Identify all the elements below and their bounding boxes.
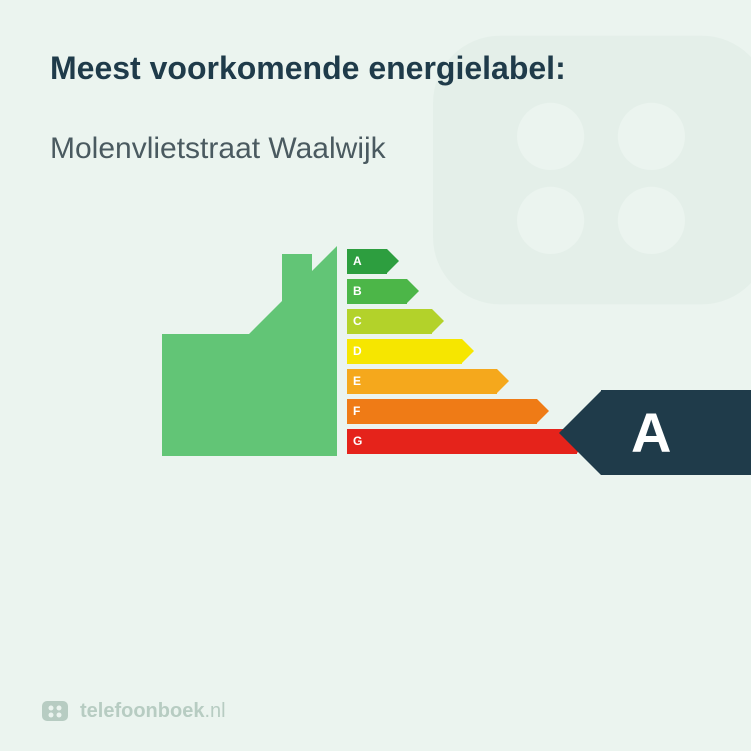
result-badge: A [559,390,751,475]
energy-bar-f: F [347,399,589,424]
footer-logo-icon [40,696,70,726]
bar-label: A [347,249,387,274]
footer-tld: .nl [204,700,225,722]
footer: telefoonboek.nl [40,696,226,726]
footer-brand: telefoonboek [80,700,204,722]
bar-label: E [347,369,497,394]
bar-label: F [347,399,537,424]
energy-label-card: Meest voorkomende energielabel: Molenvli… [0,0,751,751]
bar-label: B [347,279,407,304]
bar-label: D [347,339,462,364]
title: Meest voorkomende energielabel: [50,50,701,87]
subtitle: Molenvlietstraat Waalwijk [50,132,701,166]
bar-tip [462,339,474,363]
energy-bar-d: D [347,339,589,364]
bar-tip [497,369,509,393]
energy-bars: A B C D E F G [347,249,589,454]
bar-tip [407,279,419,303]
bar-tip [432,309,444,333]
result-badge-tip [559,391,601,475]
result-letter: A [601,390,751,475]
footer-text: telefoonboek.nl [80,700,226,723]
energy-bar-b: B [347,279,589,304]
house-icon [162,246,337,456]
bar-label: G [347,429,577,454]
energy-bar-e: E [347,369,589,394]
bar-tip [537,399,549,423]
energy-bar-a: A [347,249,589,274]
bar-tip [387,249,399,273]
energy-bar-c: C [347,309,589,334]
bar-label: C [347,309,432,334]
energy-bar-g: G [347,429,589,454]
